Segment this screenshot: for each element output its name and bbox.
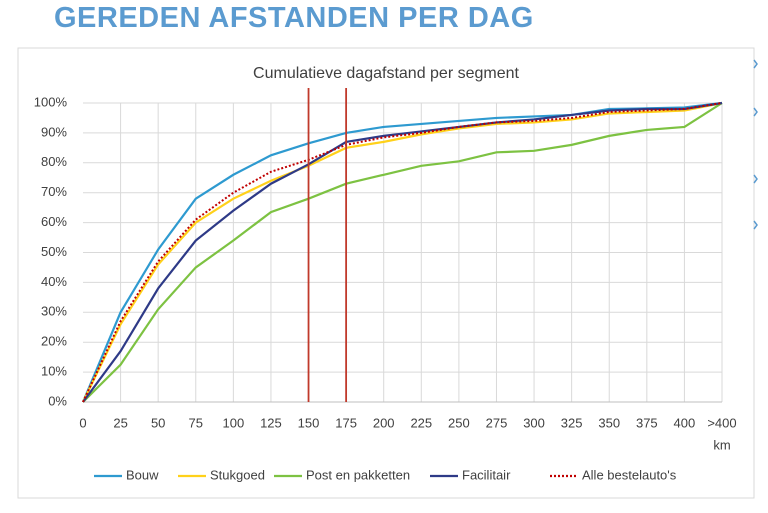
legend-label: Alle bestelauto's — [582, 467, 677, 482]
legend-label: Post en pakketten — [306, 467, 410, 482]
x-tick-label: 250 — [448, 415, 470, 430]
x-tick-label: 325 — [561, 415, 583, 430]
chart-frame — [17, 47, 755, 499]
x-tick-label: 400 — [674, 415, 696, 430]
chevron — [753, 107, 758, 117]
x-tick-label: 275 — [486, 415, 508, 430]
y-tick-label: 80% — [41, 154, 67, 169]
x-axis-label: km — [713, 437, 730, 452]
chevron — [753, 220, 758, 230]
chart-title: Cumulatieve dagafstand per segment — [253, 65, 519, 82]
decorations — [753, 59, 758, 230]
series-line — [82, 102, 723, 403]
x-tick-label: 175 — [335, 415, 357, 430]
x-tick-label: 350 — [598, 415, 620, 430]
legend-label: Bouw — [126, 467, 159, 482]
x-tick-label: 375 — [636, 415, 658, 430]
y-tick-label: 90% — [41, 124, 67, 139]
y-tick-label: 50% — [41, 244, 67, 259]
x-tick-label: 50 — [151, 415, 165, 430]
x-tick-label: 125 — [260, 415, 282, 430]
y-tick-label: 0% — [48, 393, 67, 408]
x-tick-label: 75 — [189, 415, 203, 430]
x-tick-label: 200 — [373, 415, 395, 430]
series-line — [82, 102, 723, 403]
y-tick-label: 20% — [41, 334, 67, 349]
legend-label: Stukgoed — [210, 467, 265, 482]
y-tick-label: 100% — [34, 94, 68, 109]
series-line — [81, 101, 723, 403]
x-tick-label: 0 — [79, 415, 86, 430]
y-tick-label: 60% — [41, 214, 67, 229]
series-line — [82, 101, 723, 403]
x-tick-label: 100 — [223, 415, 245, 430]
y-tick-label: 70% — [41, 184, 67, 199]
y-tick-label: 30% — [41, 304, 67, 319]
x-tick-label: >400 — [707, 415, 736, 430]
page-title: GEREDEN AFSTANDEN PER DAG — [54, 2, 534, 34]
x-tick-label: 225 — [410, 415, 432, 430]
series-line — [82, 101, 723, 403]
x-tick-label: 300 — [523, 415, 545, 430]
y-tick-label: 40% — [41, 274, 67, 289]
chevron — [753, 174, 758, 184]
x-tick-label: 150 — [298, 415, 320, 430]
chevron — [753, 59, 758, 69]
legend-label: Facilitair — [462, 467, 511, 482]
y-tick-label: 10% — [41, 364, 67, 379]
x-tick-label: 25 — [113, 415, 127, 430]
